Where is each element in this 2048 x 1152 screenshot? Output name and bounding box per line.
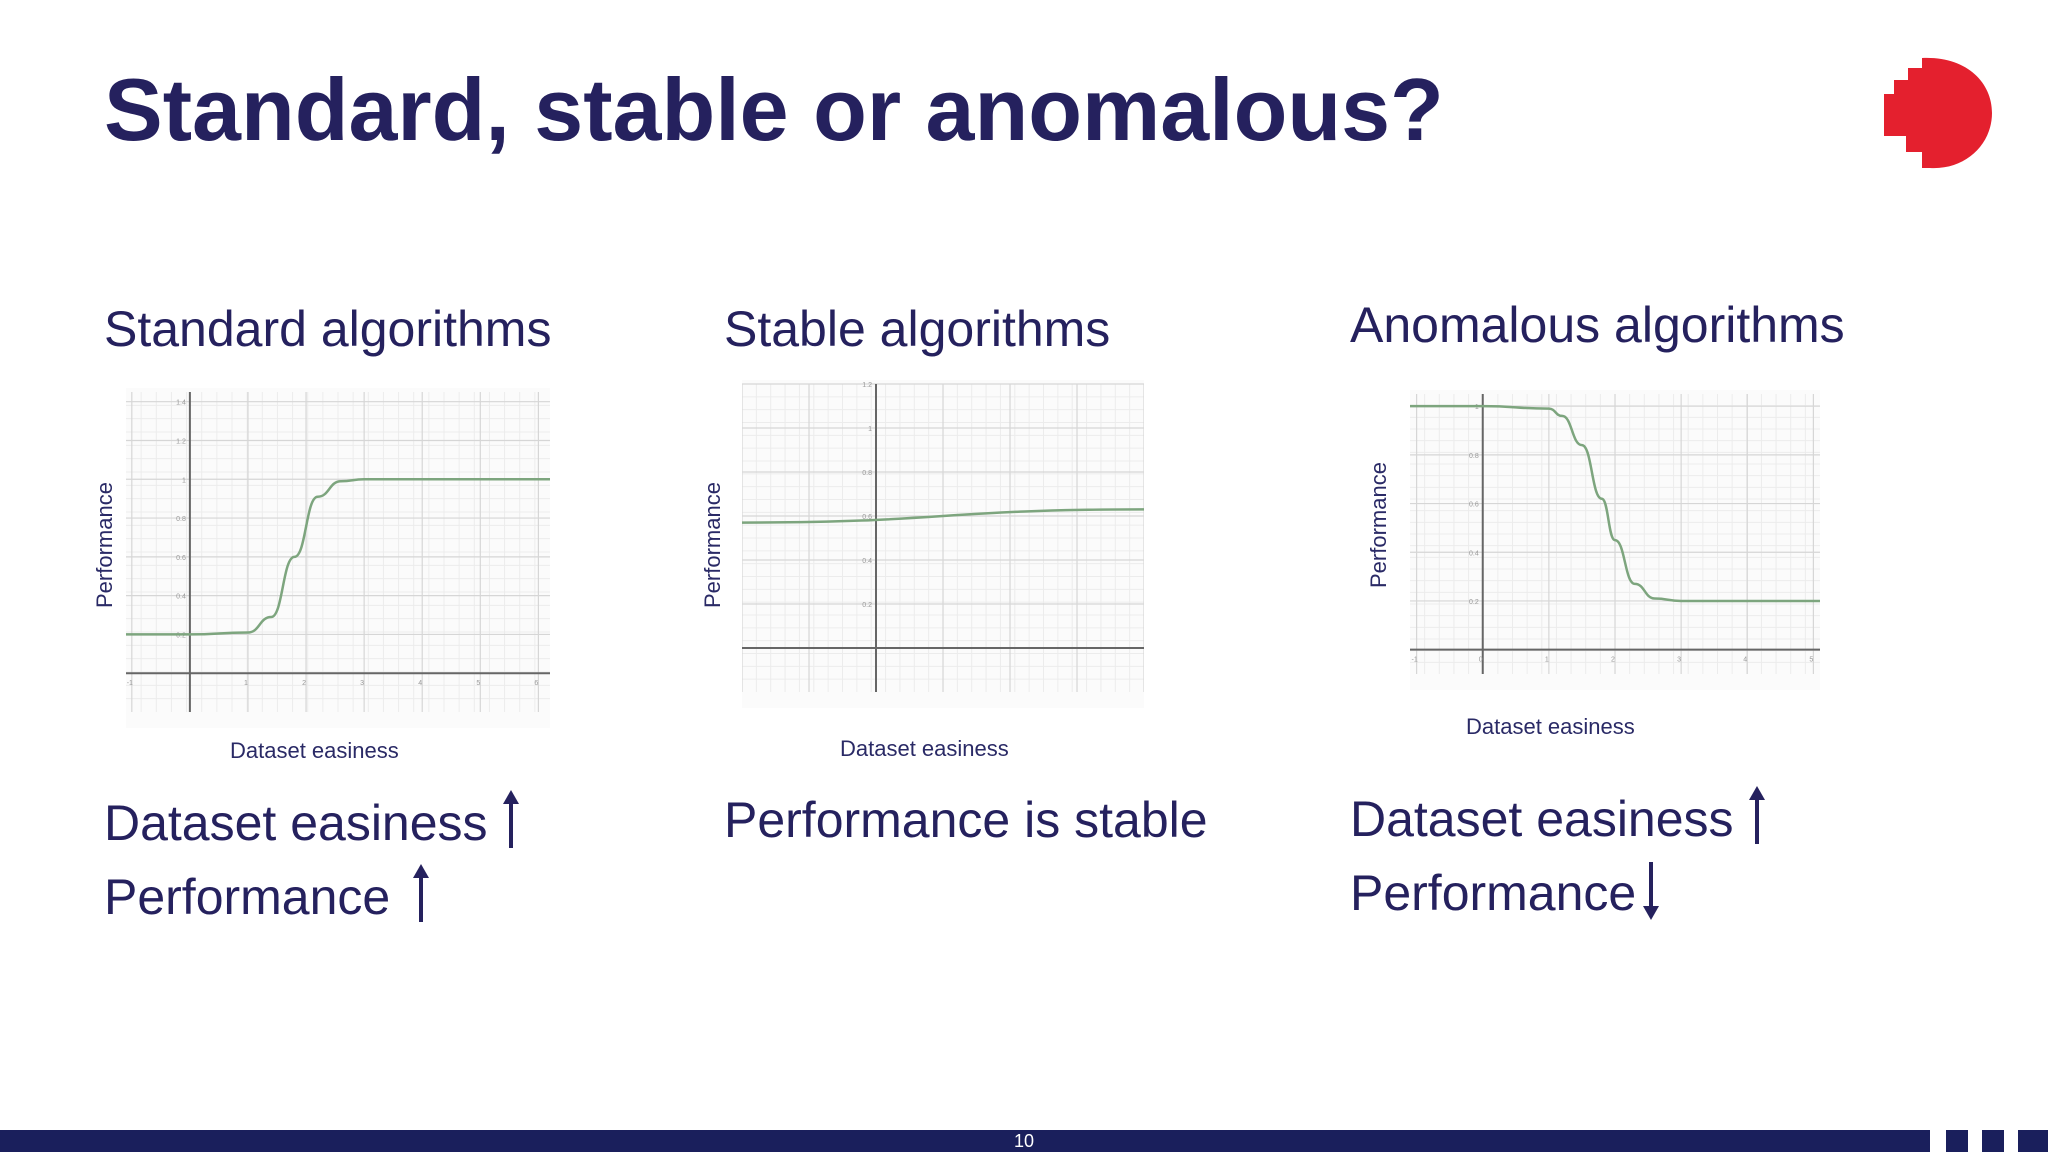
x-tick-label: 3 — [1677, 657, 1681, 664]
y-tick-label: 0.2 — [176, 632, 186, 639]
caption-line: Performance — [104, 864, 520, 938]
y-tick-label: 0.4 — [862, 558, 872, 565]
series-line — [742, 508, 1144, 524]
y-tick-label: 0.8 — [862, 470, 872, 477]
series-line — [126, 478, 550, 636]
heading-stable: Stable algorithms — [724, 301, 1111, 357]
xlabel-anomalous: Dataset easiness — [1466, 714, 1635, 739]
y-tick-label: 0.6 — [862, 514, 872, 521]
x-tick-label: -1 — [127, 680, 133, 687]
heading-standard: Standard algorithms — [104, 301, 552, 357]
x-tick-label: 0 — [1479, 657, 1483, 664]
brand-logo — [1884, 57, 1992, 169]
arrow-up-icon — [502, 790, 520, 864]
y-tick-label: 1.2 — [862, 382, 872, 389]
ylabel-standard: Performance — [92, 482, 117, 608]
series-line — [1410, 404, 1820, 603]
caption-line: Dataset easiness — [104, 790, 520, 864]
y-tick-label: 1.4 — [176, 400, 186, 407]
caption-anomalous: Dataset easiness Performance — [1350, 786, 1766, 934]
ylabel-anomalous: Performance — [1366, 462, 1391, 588]
caption-stable: Performance is stable — [724, 790, 1208, 851]
xlabel-stable: Dataset easiness — [840, 736, 1009, 761]
y-tick-label: 0.2 — [1469, 599, 1479, 606]
caption-line: Performance is stable — [724, 792, 1208, 848]
y-tick-label: 0.4 — [1469, 550, 1479, 557]
slide-title: Standard, stable or anomalous? — [104, 60, 1444, 159]
chart-stable: 0.2 0.4 0.6 0.8 1 1.2 — [742, 380, 1144, 708]
footer-block — [2018, 1130, 2048, 1152]
chart-anomalous: 0.2 0.4 0.6 0.8 1 -1 0 1 2 3 4 5 — [1410, 390, 1820, 690]
ylabel-stable: Performance — [700, 482, 725, 608]
x-tick-label: 4 — [418, 680, 422, 687]
footer-block — [1946, 1130, 1968, 1152]
caption-line: Performance — [1350, 860, 1766, 934]
x-tick-label: 1 — [244, 680, 248, 687]
y-tick-label: 1 — [868, 426, 872, 433]
y-tick-label: 0.6 — [1469, 502, 1479, 509]
xlabel-standard: Dataset easiness — [230, 738, 399, 763]
y-tick-label: 0.4 — [176, 594, 186, 601]
y-tick-label: 1.2 — [176, 438, 186, 445]
y-tick-label: 0.6 — [176, 555, 186, 562]
y-tick-label: 1 — [182, 477, 186, 484]
x-tick-label: 2 — [1611, 657, 1615, 664]
caption-line: Dataset easiness — [1350, 786, 1766, 860]
y-tick-label: 1 — [1475, 404, 1479, 411]
page-number: 10 — [1013, 1131, 1035, 1151]
arrow-down-icon — [1642, 860, 1660, 934]
y-tick-label: 0.8 — [176, 516, 186, 523]
x-tick-label: -1 — [1411, 657, 1417, 664]
x-tick-label: 5 — [476, 680, 480, 687]
y-tick-label: 0.8 — [1469, 453, 1479, 460]
x-tick-label: 6 — [534, 680, 538, 687]
x-tick-label: 3 — [360, 680, 364, 687]
x-tick-label: 2 — [302, 680, 306, 687]
x-tick-label: 5 — [1809, 657, 1813, 664]
y-tick-label: 0.2 — [862, 602, 872, 609]
arrow-up-icon — [1748, 786, 1766, 860]
arrow-up-icon — [412, 864, 430, 938]
x-tick-label: 1 — [1545, 657, 1549, 664]
x-tick-label: 4 — [1743, 657, 1747, 664]
heading-anomalous: Anomalous algorithms — [1350, 297, 1845, 353]
footer-block — [1982, 1130, 2004, 1152]
chart-standard: 0.2 0.4 0.6 0.8 1 1.2 1.4 -1 1 2 3 4 5 6 — [126, 388, 550, 728]
caption-standard: Dataset easiness Performance — [104, 790, 520, 938]
footer-bar — [0, 1130, 1930, 1152]
